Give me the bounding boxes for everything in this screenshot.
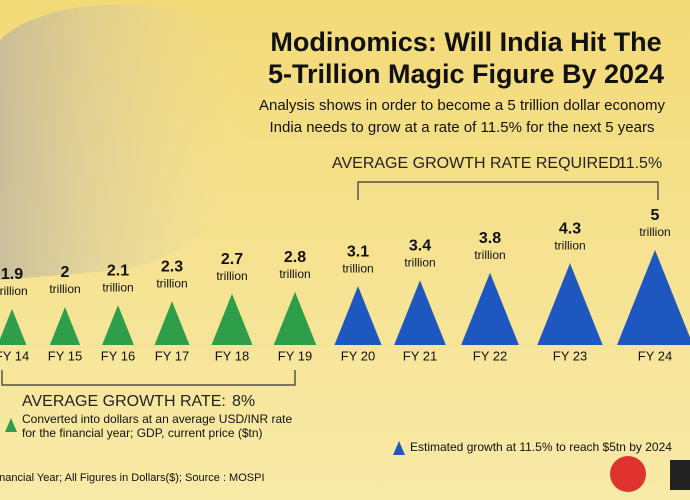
value-label: 2.1 — [107, 262, 129, 279]
value-label: 4.3 — [559, 221, 581, 238]
x-tick-label: FY 17 — [155, 348, 189, 363]
x-tick-label: FY 20 — [341, 348, 375, 363]
unit-label: trillion — [156, 276, 187, 290]
unit-label: trillion — [404, 256, 435, 270]
triangle — [0, 308, 27, 345]
triangle — [617, 250, 690, 345]
legend-swatch — [5, 418, 17, 432]
x-tick-label: FY 19 — [278, 348, 312, 363]
value-label: 2.7 — [221, 251, 243, 268]
x-tick-label: FY 22 — [473, 348, 507, 363]
title-line: Modinomics: Will India Hit The — [270, 27, 661, 57]
x-tick-label: FY 21 — [403, 348, 437, 363]
x-tick-label: FY 24 — [638, 348, 672, 363]
annotation: AVERAGE GROWTH RATE REQUIRED: — [332, 155, 625, 172]
legend-swatch — [393, 441, 405, 455]
bracket — [1, 370, 296, 386]
value-label: 3.4 — [409, 238, 431, 255]
unit-label: trillion — [474, 248, 505, 262]
unit-label: trillion — [102, 280, 133, 294]
value-label: 2.3 — [161, 259, 183, 276]
triangle — [537, 263, 603, 345]
x-tick-label: FY 15 — [48, 348, 82, 363]
unit-label: trillion — [342, 261, 373, 275]
triangle — [49, 307, 81, 345]
x-tick-label: FY 18 — [215, 348, 249, 363]
triangle — [273, 291, 317, 345]
value-label: 3.8 — [479, 230, 501, 247]
legend-label: Estimated growth at 11.5% to reach $5tn … — [410, 440, 672, 454]
annotation: 11.5% — [618, 155, 662, 172]
value-label: 2 — [61, 264, 70, 281]
unit-label: trillion — [216, 269, 247, 283]
bracket — [357, 181, 659, 200]
triangle — [211, 293, 253, 345]
subtitle-line: India needs to grow at a rate of 11.5% f… — [270, 119, 655, 136]
x-tick-label: FY 23 — [553, 348, 587, 363]
logo — [610, 456, 646, 492]
title-line: 5-Trillion Magic Figure By 2024 — [268, 59, 664, 89]
unit-label: trillion — [0, 284, 28, 298]
unit-label: trillion — [554, 238, 585, 252]
unit-label: trillion — [639, 225, 670, 239]
legend-label: Converted into dollars at an average USD… — [22, 412, 292, 440]
value-label: 1.9 — [1, 266, 23, 283]
subtitle-line: Analysis shows in order to become a 5 tr… — [259, 97, 666, 114]
x-tick-label: FY 14 — [0, 348, 29, 363]
triangle — [394, 280, 446, 345]
footnote: Financial Year; All Figures in Dollars($… — [0, 472, 265, 484]
portrait-shape — [0, 4, 244, 281]
annotation: AVERAGE GROWTH RATE: — [22, 393, 226, 410]
triangle — [461, 272, 519, 345]
value-label: 2.8 — [284, 249, 306, 266]
logo — [670, 460, 690, 490]
unit-label: trillion — [279, 267, 310, 281]
unit-label: trillion — [49, 282, 80, 296]
x-tick-label: FY 16 — [101, 348, 135, 363]
value-label: 3.1 — [347, 243, 369, 260]
triangle — [154, 301, 190, 345]
value-label: 5 — [651, 207, 660, 224]
triangle — [102, 305, 134, 345]
triangle — [334, 286, 382, 345]
annotation: 8% — [232, 393, 255, 410]
